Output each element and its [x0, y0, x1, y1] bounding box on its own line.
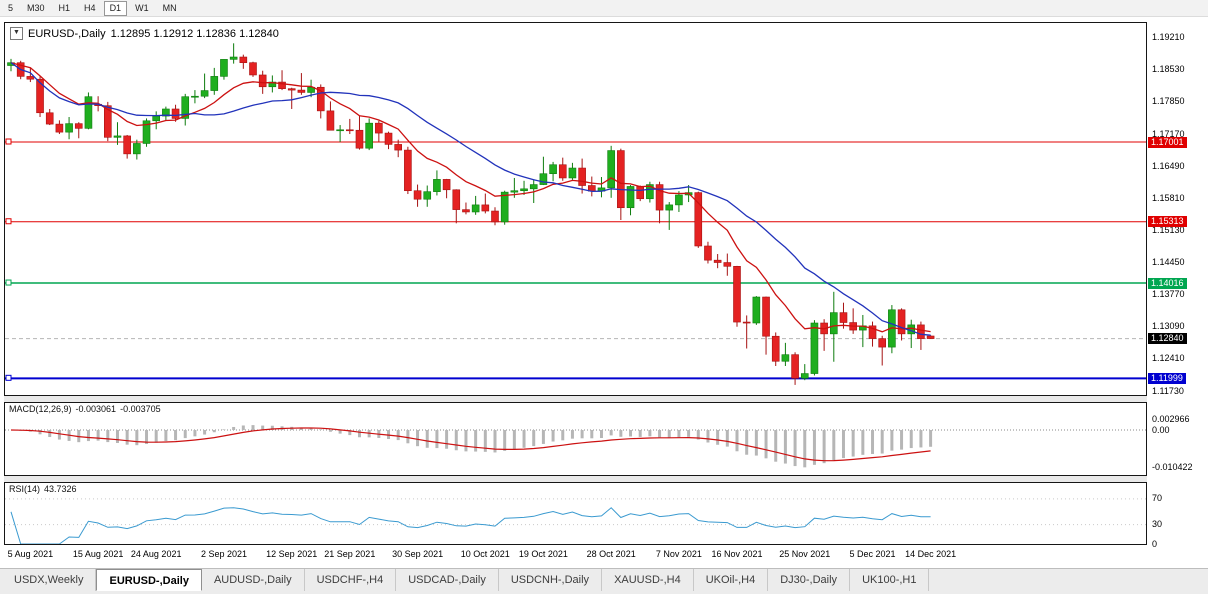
chart-tabs: USDX,Weekly EURUSD-,Daily AUDUSD-,Daily USD…	[0, 568, 1208, 594]
chevron-down-icon: ▼	[13, 29, 20, 36]
date-axis-label: 21 Sep 2021	[324, 549, 376, 559]
chart-tab-usdcnh-daily[interactable]: USDCNH-,Daily	[499, 569, 603, 591]
panel-splitter-2[interactable]	[4, 476, 1147, 482]
price-marker: 1.17001	[1148, 136, 1187, 148]
price-marker: 1.12840	[1148, 333, 1187, 345]
macd-axis-label: 0.002966	[1152, 413, 1190, 424]
timeframe-button-h4[interactable]: H4	[84, 2, 96, 13]
macd-label: MACD(12,26,9) -0.003061 -0.003705	[9, 404, 165, 414]
date-axis-label: 14 Dec 2021	[905, 549, 957, 559]
price-marker: 1.14016	[1148, 277, 1187, 289]
timeframe-button-h1[interactable]: H1	[58, 2, 71, 13]
timeframe-button-5[interactable]: 5	[8, 2, 14, 13]
macd-axis-label: -0.010422	[1152, 462, 1193, 472]
price-axis-label: 1.14450	[1152, 257, 1185, 267]
price-marker: 1.11999	[1148, 372, 1186, 384]
price-axis-label: 1.19210	[1152, 32, 1185, 43]
candlestick-chart[interactable]	[5, 23, 1146, 395]
chart-tab-usdx-weekly[interactable]: USDX,Weekly	[2, 569, 97, 591]
rsi-value: 43.7326	[44, 484, 77, 494]
price-marker: 1.15313	[1148, 216, 1187, 228]
chart-tab-usdchf-h4[interactable]: USDCHF-,H4	[305, 569, 397, 591]
chart-tab-xauusd-h4[interactable]: XAUUSD-,H4	[602, 569, 694, 591]
rsi-chart[interactable]	[5, 483, 1146, 544]
price-axis-label: 1.13770	[1152, 289, 1185, 300]
date-axis[interactable]: 5 Aug 2021 15 Aug 2021 24 Aug 2021 2 Sep 20…	[4, 546, 1147, 562]
price-axis-label: 1.12410	[1152, 353, 1185, 364]
price-axis-label: 1.17170	[1152, 128, 1185, 139]
timeframe-toolbar: 5 M30 H1 H4 D1 W1 MN	[0, 0, 1208, 17]
date-axis-label: 7 Nov 2021	[655, 549, 702, 559]
price-axis-label: 1.18530	[1152, 64, 1185, 75]
price-axis-label: 1.16490	[1152, 160, 1185, 171]
date-axis-label: 5 Dec 2021	[849, 549, 896, 559]
chart-tab-usdcad-daily[interactable]: USDCAD-,Daily	[396, 569, 499, 591]
timeframe-button-m30[interactable]: M30	[27, 2, 45, 13]
macd-chart[interactable]	[5, 403, 1146, 475]
date-axis-label: 24 Aug 2021	[130, 549, 182, 559]
panel-splitter-1[interactable]	[4, 396, 1147, 402]
timeframe-button-w1[interactable]: W1	[135, 2, 149, 13]
chart-tab-ukoil-h4[interactable]: UKOil-,H4	[694, 569, 769, 591]
rsi-panel[interactable]: RSI(14) 43.7326	[4, 482, 1147, 545]
date-axis-label: 25 Nov 2021	[779, 549, 831, 559]
price-axis-label: 1.11730	[1152, 385, 1184, 396]
price-axis-label: 1.17850	[1152, 96, 1185, 107]
macd-panel[interactable]: MACD(12,26,9) -0.003061 -0.003705	[4, 402, 1147, 476]
price-axis-label: 1.15130	[1152, 224, 1185, 235]
date-axis-label: 15 Aug 2021	[72, 549, 124, 559]
macd-axis-label: 0.00	[1152, 424, 1170, 435]
date-axis-label: 12 Sep 2021	[266, 549, 318, 559]
timeframe-button-mn[interactable]: MN	[162, 2, 177, 13]
chart-title-ohlc: 1.12895 1.12912 1.12836 1.12840	[110, 27, 279, 40]
chart-tab-eurusd-daily[interactable]: EURUSD-,Daily	[96, 569, 202, 591]
date-axis-label: 5 Aug 2021	[7, 549, 54, 559]
symbol-dropdown-button[interactable]: ▼	[10, 27, 23, 40]
date-axis-label: 10 Oct 2021	[460, 549, 510, 559]
date-axis-label: 19 Oct 2021	[518, 549, 568, 559]
chart-title-symbol: EURUSD-,Daily	[28, 27, 106, 40]
chart-tab-audusd-daily[interactable]: AUDUSD-,Daily	[202, 569, 305, 591]
chart-tab-uk100-h1[interactable]: UK100-,H1	[850, 569, 930, 591]
chart-header: ▼ EURUSD-,Daily 1.12895 1.12912 1.12836 …	[10, 27, 279, 40]
date-axis-label: 28 Oct 2021	[586, 549, 636, 559]
macd-name: MACD(12,26,9)	[9, 404, 72, 414]
rsi-axis-label: 70	[1152, 493, 1163, 504]
date-axis-label: 30 Sep 2021	[392, 549, 444, 559]
price-axis-label: 1.13090	[1152, 321, 1185, 332]
rsi-axis-label: 30	[1152, 519, 1163, 530]
date-axis-label: 16 Nov 2021	[711, 549, 763, 559]
price-axis-label: 1.15810	[1152, 192, 1185, 203]
main-chart-panel[interactable]: ▼ EURUSD-,Daily 1.12895 1.12912 1.12836 …	[4, 22, 1147, 396]
macd-value-main: -0.003061	[75, 404, 117, 414]
price-axis[interactable]: 1.19210 1.18530 1.17850 1.17170 1.16490 1.158…	[1148, 22, 1208, 549]
macd-value-signal: -0.003705	[120, 404, 161, 414]
rsi-axis-label: 0	[1152, 538, 1158, 549]
chart-tab-dj30-daily[interactable]: DJ30-,Daily	[768, 569, 851, 591]
timeframe-button-d1[interactable]: D1	[103, 0, 128, 16]
date-axis-label: 2 Sep 2021	[200, 549, 248, 559]
rsi-label: RSI(14) 43.7326	[9, 484, 81, 494]
rsi-name: RSI(14)	[9, 484, 41, 494]
